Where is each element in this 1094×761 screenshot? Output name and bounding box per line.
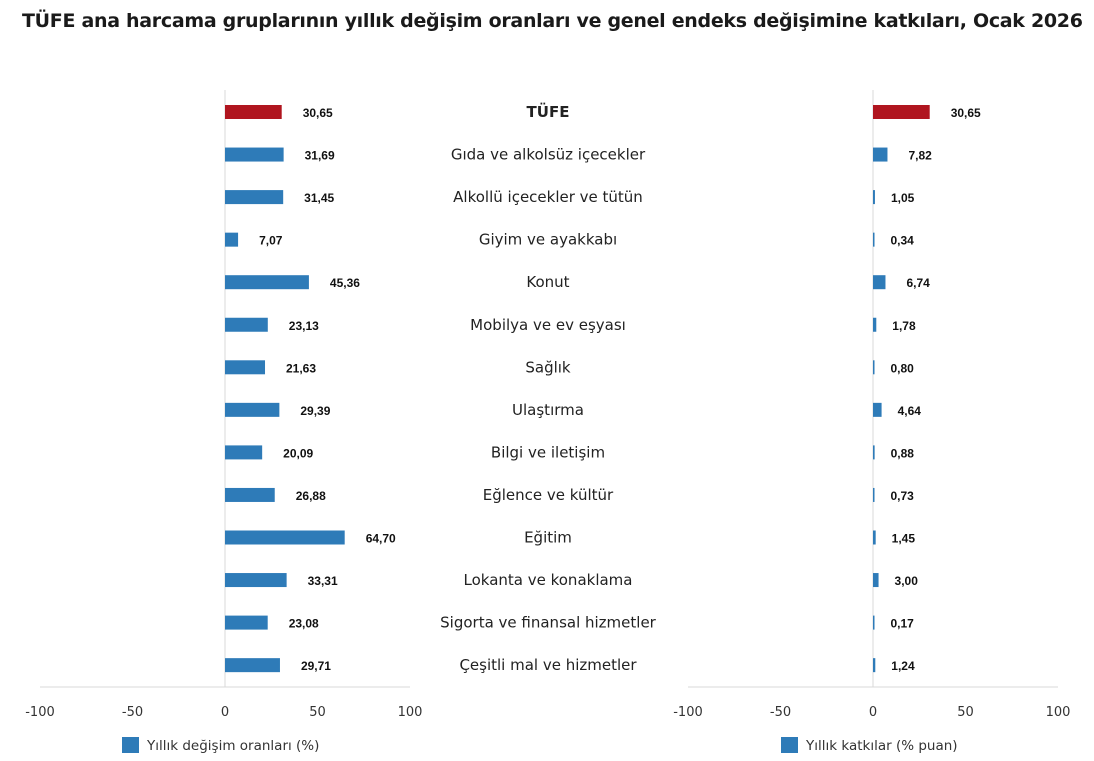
right-tick-label: 0: [869, 705, 877, 720]
left-data-label: 21,63: [286, 361, 316, 375]
left-bar: [225, 232, 239, 247]
right-data-label: 0,34: [891, 234, 915, 248]
right-data-label: 0,80: [891, 361, 915, 375]
left-data-label: 7,07: [259, 234, 283, 248]
right-tick-label: -100: [673, 705, 703, 720]
left-bar: [225, 615, 268, 630]
right-tick-label: -50: [770, 705, 791, 720]
right-data-label: 30,65: [951, 106, 981, 120]
right-bar: [873, 190, 875, 205]
right-bar: [873, 445, 875, 460]
category-label: TÜFE: [527, 102, 570, 121]
right-data-label: 0,73: [891, 489, 915, 503]
left-bar: [225, 147, 284, 162]
left-bar: [225, 275, 309, 290]
right-bar: [873, 658, 876, 673]
chart-title: TÜFE ana harcama gruplarının yıllık deği…: [22, 10, 1083, 32]
category-label: Eğitim: [524, 529, 572, 547]
right-bar: [873, 402, 882, 417]
category-label: Bilgi ve iletişim: [491, 443, 605, 461]
category-label: Ulaştırma: [512, 401, 584, 419]
left-bar: [225, 190, 284, 205]
right-bar: [873, 147, 888, 162]
right-data-label: 1,45: [892, 532, 916, 546]
right-bar: [873, 573, 879, 588]
right-tick-label: 50: [957, 705, 974, 720]
left-tick-label: -100: [25, 705, 55, 720]
left-legend-swatch: [122, 737, 139, 753]
left-data-label: 33,31: [308, 574, 338, 588]
right-bar: [873, 317, 877, 332]
right-data-label: 0,17: [891, 617, 915, 631]
category-label: Konut: [526, 273, 569, 291]
left-data-label: 45,36: [330, 276, 360, 290]
category-label: Eğlence ve kültür: [483, 486, 614, 504]
left-bar: [225, 530, 345, 545]
left-bar: [225, 402, 280, 417]
category-label: Alkollü içecekler ve tütün: [453, 188, 643, 206]
left-data-label: 31,45: [304, 191, 334, 205]
right-data-label: 1,24: [891, 659, 915, 673]
category-label: Lokanta ve konaklama: [464, 571, 633, 589]
left-data-label: 64,70: [366, 532, 396, 546]
category-label: Mobilya ve ev eşyası: [470, 316, 626, 334]
right-data-label: 4,64: [898, 404, 922, 418]
left-data-label: 29,39: [300, 404, 330, 418]
right-bar: [873, 360, 875, 375]
right-tick-label: 100: [1046, 705, 1071, 720]
right-data-label: 1,05: [891, 191, 915, 205]
left-data-label: 29,71: [301, 659, 331, 673]
left-bar: [225, 658, 280, 673]
category-label: Çeşitli mal ve hizmetler: [459, 656, 637, 674]
right-data-label: 1,78: [892, 319, 916, 333]
right-legend-label: Yıllık katkılar (% puan): [805, 738, 958, 754]
right-bar: [873, 105, 930, 119]
left-bar: [225, 360, 266, 375]
left-bar: [225, 487, 275, 502]
category-label: Giyim ve ayakkabı: [479, 231, 617, 249]
left-data-label: 20,09: [283, 446, 313, 460]
left-tick-label: 100: [398, 705, 423, 720]
left-bar: [225, 445, 263, 460]
right-legend-swatch: [781, 737, 798, 753]
category-label: Sigorta ve finansal hizmetler: [440, 614, 657, 632]
right-bar: [873, 530, 876, 545]
left-bar: [225, 573, 287, 588]
right-data-label: 6,74: [906, 276, 930, 290]
left-tick-label: 50: [309, 705, 326, 720]
right-bar: [873, 232, 875, 247]
right-bar: [873, 615, 875, 630]
left-bar: [225, 317, 268, 332]
right-data-label: 3,00: [895, 574, 919, 588]
left-data-label: 26,88: [296, 489, 326, 503]
left-data-label: 31,69: [305, 149, 335, 163]
category-label: Gıda ve alkolsüz içecekler: [451, 146, 646, 164]
left-tick-label: -50: [122, 705, 143, 720]
left-data-label: 30,65: [303, 106, 333, 120]
right-bar: [873, 487, 875, 502]
left-tick-label: 0: [221, 705, 229, 720]
left-legend-label: Yıllık değişim oranları (%): [146, 738, 319, 754]
right-data-label: 7,82: [908, 149, 932, 163]
right-bar: [873, 275, 886, 290]
left-data-label: 23,13: [289, 319, 319, 333]
left-bar: [225, 105, 282, 119]
right-data-label: 0,88: [891, 446, 915, 460]
category-label: Sağlık: [525, 358, 571, 376]
left-data-label: 23,08: [289, 617, 319, 631]
